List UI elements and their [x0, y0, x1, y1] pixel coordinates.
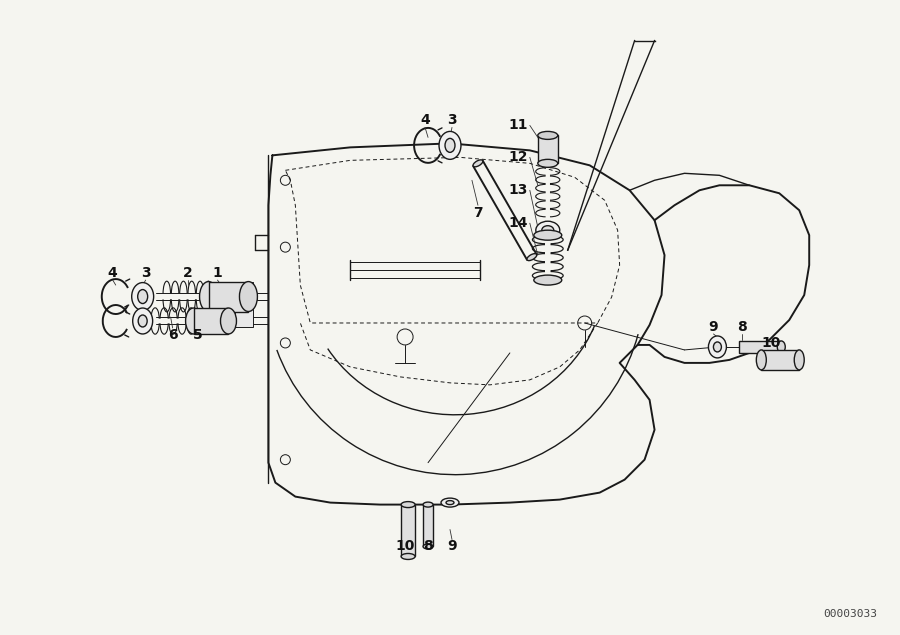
- Ellipse shape: [401, 502, 415, 507]
- Bar: [740, 341, 781, 353]
- Ellipse shape: [132, 308, 153, 334]
- Bar: [423, 505, 433, 547]
- Ellipse shape: [185, 308, 202, 334]
- Bar: [209, 281, 248, 312]
- Ellipse shape: [239, 281, 257, 312]
- Ellipse shape: [534, 231, 562, 240]
- Text: 9: 9: [447, 540, 457, 554]
- Ellipse shape: [200, 281, 218, 312]
- Text: 3: 3: [141, 266, 150, 280]
- Text: 14: 14: [508, 216, 527, 231]
- Text: 8: 8: [423, 540, 433, 554]
- Ellipse shape: [139, 315, 148, 327]
- Ellipse shape: [138, 290, 148, 304]
- Ellipse shape: [542, 225, 554, 235]
- Ellipse shape: [446, 500, 454, 505]
- Ellipse shape: [401, 554, 415, 559]
- Ellipse shape: [794, 350, 805, 370]
- Ellipse shape: [714, 342, 722, 352]
- Text: 7: 7: [473, 206, 482, 220]
- Bar: [538, 135, 558, 163]
- Text: 11: 11: [508, 118, 527, 133]
- Ellipse shape: [423, 544, 433, 549]
- Ellipse shape: [534, 275, 562, 285]
- Text: 4: 4: [420, 114, 430, 128]
- Bar: [194, 308, 229, 334]
- Ellipse shape: [538, 159, 558, 168]
- Ellipse shape: [473, 160, 483, 167]
- Text: 10: 10: [395, 540, 415, 554]
- Text: 10: 10: [761, 336, 781, 350]
- Ellipse shape: [526, 253, 536, 260]
- Bar: [761, 350, 799, 370]
- Ellipse shape: [423, 502, 433, 507]
- Ellipse shape: [778, 341, 786, 353]
- Ellipse shape: [220, 308, 237, 334]
- Ellipse shape: [439, 131, 461, 159]
- Text: 1: 1: [212, 266, 222, 280]
- Ellipse shape: [536, 221, 560, 239]
- Text: 4: 4: [108, 266, 118, 280]
- Text: 3: 3: [447, 114, 457, 128]
- Bar: [236, 282, 254, 327]
- Text: 2: 2: [183, 266, 193, 280]
- Text: 9: 9: [708, 320, 718, 334]
- Text: 8: 8: [737, 320, 747, 334]
- Ellipse shape: [708, 336, 726, 358]
- Ellipse shape: [131, 283, 154, 311]
- Bar: [401, 505, 415, 556]
- Ellipse shape: [756, 350, 766, 370]
- Text: 00003033: 00003033: [824, 610, 878, 619]
- Ellipse shape: [441, 498, 459, 507]
- Text: 6: 6: [167, 328, 177, 342]
- Ellipse shape: [445, 138, 455, 152]
- Ellipse shape: [538, 131, 558, 140]
- Text: 12: 12: [508, 150, 527, 164]
- Text: 13: 13: [508, 184, 527, 197]
- Text: 5: 5: [193, 328, 202, 342]
